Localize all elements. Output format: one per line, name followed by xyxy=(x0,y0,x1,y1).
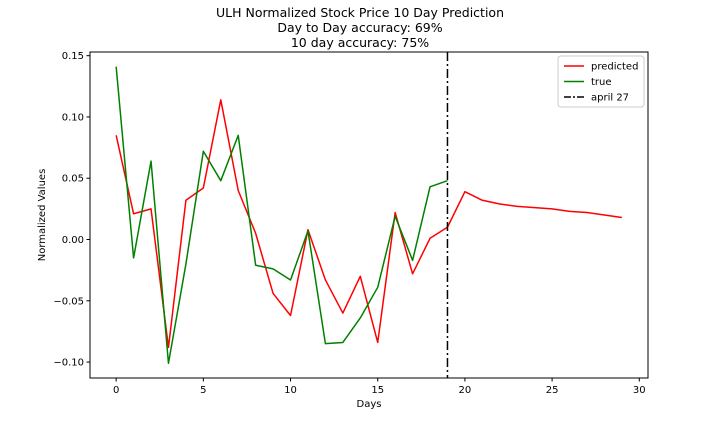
legend: predicted true april 27 xyxy=(557,55,645,108)
x-tick-label: 25 xyxy=(546,385,559,396)
series-line-true xyxy=(115,66,448,365)
y-axis-label: Normalized Values xyxy=(37,169,48,262)
x-tick-label: 0 xyxy=(113,385,119,396)
x-axis: 0 5 10 15 20 25 30 xyxy=(113,378,646,396)
chart-subtitle-ten-day-accuracy: 10 day accuracy: 75% xyxy=(290,35,430,50)
series-line-predicted xyxy=(115,99,622,349)
series-lines xyxy=(115,52,622,378)
x-tick-label: 30 xyxy=(633,385,646,396)
x-tick-label: 5 xyxy=(200,385,206,396)
y-tick-label: 0.10 xyxy=(62,112,84,123)
legend-box xyxy=(557,55,645,108)
chart-title: ULH Normalized Stock Price 10 Day Predic… xyxy=(215,5,504,20)
y-tick-label: 0.15 xyxy=(62,51,84,62)
y-tick-label: 0.00 xyxy=(62,235,84,246)
y-axis: −0.10 −0.05 0.00 0.05 0.10 0.15 xyxy=(53,51,90,369)
y-tick-label: 0.05 xyxy=(62,174,84,185)
legend-label: true xyxy=(591,77,612,88)
y-tick-label: −0.05 xyxy=(53,296,84,307)
axes-frame xyxy=(89,51,649,379)
x-tick-label: 10 xyxy=(284,385,297,396)
chart-subtitle-day-accuracy: Day to Day accuracy: 69% xyxy=(277,20,443,35)
legend-label: predicted xyxy=(591,62,638,73)
legend-label: april 27 xyxy=(591,93,629,104)
x-tick-label: 15 xyxy=(371,385,384,396)
x-tick-label: 20 xyxy=(459,385,472,396)
x-axis-label: Days xyxy=(357,399,382,410)
y-tick-label: −0.10 xyxy=(53,358,84,369)
